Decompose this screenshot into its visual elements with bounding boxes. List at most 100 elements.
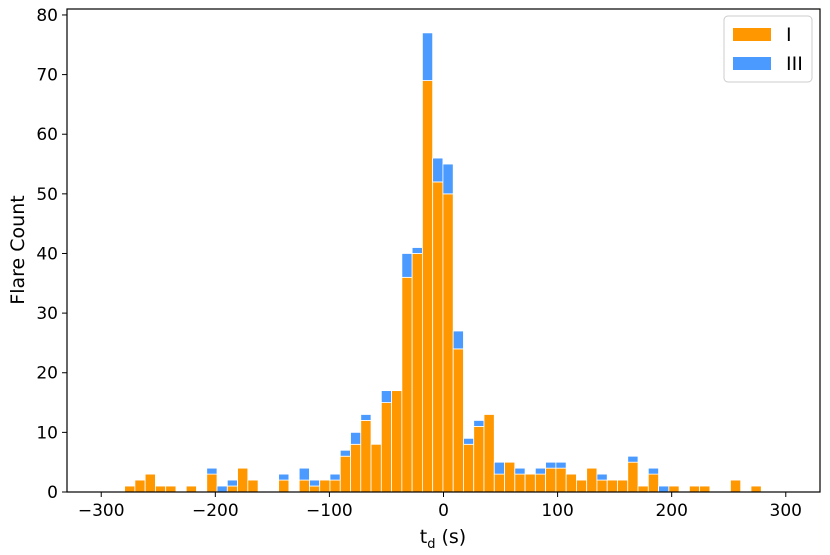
bar-series-iii [278, 473, 290, 481]
bar-series-iii [309, 479, 321, 487]
bar-series-i [483, 414, 495, 493]
bar-series-iii [206, 467, 218, 475]
bar-series-i [134, 479, 146, 493]
bar-series-iii [493, 461, 505, 475]
bar-series-i [278, 479, 290, 493]
bar-series-i [401, 276, 413, 493]
bar-series-i [545, 467, 557, 493]
bar-series-iii [298, 467, 310, 481]
bar-series-i [247, 479, 259, 493]
bar-series-i [380, 402, 392, 493]
bar-series-i [493, 473, 505, 493]
bar-series-iii [380, 390, 392, 403]
x-axis-label-unit: (s) [441, 526, 466, 548]
legend-swatch-iii [733, 57, 771, 70]
bar-series-iii [545, 461, 557, 469]
bar-series-i [237, 467, 249, 493]
bar-series-i [370, 443, 382, 493]
bar-series-iii [473, 420, 485, 427]
legend: I III [723, 15, 813, 83]
bar-series-i [144, 473, 156, 493]
bar-series-iii [442, 163, 454, 195]
bar-series-iii [401, 253, 413, 278]
bar-series-iii [226, 479, 238, 487]
bar-series-i [350, 443, 362, 493]
bar-series-i [226, 485, 238, 493]
bar-series-i [298, 479, 310, 493]
x-tick-label: −100 [306, 501, 353, 521]
x-tick-label: −300 [78, 501, 125, 521]
bar-series-i [391, 390, 403, 493]
x-axis-label-main: t [420, 526, 427, 548]
bar-series-iii [329, 473, 341, 481]
bar-series-iii [627, 455, 639, 463]
x-tick-label: −200 [192, 501, 239, 521]
bar-series-i [463, 443, 475, 493]
bar-series-iii [555, 461, 567, 469]
y-tick-label: 50 [36, 185, 58, 205]
y-tick-label: 10 [36, 423, 58, 443]
bar-series-i [442, 193, 454, 493]
bar-series-i [185, 485, 197, 493]
bar-series-i [514, 473, 526, 493]
bar-series-iii [411, 247, 423, 254]
bar-series-iii [216, 485, 228, 493]
y-tick-label: 40 [36, 244, 58, 264]
bar-series-i [688, 485, 701, 493]
y-tick-label: 20 [36, 364, 58, 384]
bar-series-i [339, 455, 351, 493]
bar-series-i [165, 485, 177, 493]
bar-series-iii [452, 330, 464, 350]
bar-series-iii [463, 437, 475, 445]
bar-series-i [360, 420, 372, 493]
bar-series-i [452, 348, 464, 493]
bar-series-i [124, 485, 136, 493]
y-tick-label: 80 [36, 6, 58, 26]
bar-series-iii [647, 467, 659, 475]
bar-series-i [319, 479, 331, 493]
legend-swatch-i [733, 28, 771, 41]
bar-series-i [411, 253, 423, 493]
bar-series-i [637, 485, 649, 493]
bar-series-iii [360, 414, 372, 421]
bar-series-i [617, 479, 629, 493]
bar-series-i [309, 485, 321, 493]
bar-series-iii [432, 157, 444, 183]
bar-series-iii [658, 485, 670, 493]
bar-series-i [596, 479, 608, 493]
y-tick-label: 70 [36, 66, 58, 86]
bar-series-i [699, 485, 711, 493]
legend-label-iii: III [786, 53, 803, 75]
bar-series-i [473, 426, 485, 493]
legend-label-i: I [786, 24, 792, 46]
bar-series-i [750, 485, 762, 493]
bar-series-iii [350, 431, 362, 445]
x-tick-label: 0 [438, 501, 449, 521]
x-ticks: −300 −200 −100 0 100 200 300 [78, 492, 802, 521]
bar-series-i [586, 467, 598, 493]
y-axis-label: Flare Count [7, 195, 29, 304]
x-tick-label: 100 [541, 501, 573, 521]
bar-series-i [206, 473, 218, 493]
bar-series-iii [596, 473, 608, 481]
y-ticks: 0 10 20 30 40 50 60 70 80 [36, 6, 67, 503]
bar-series-i [647, 473, 659, 493]
y-tick-label: 30 [36, 304, 58, 324]
bar-series-i [565, 473, 577, 493]
bar-series-i [432, 181, 444, 493]
bar-series-iii [421, 32, 434, 81]
bar-series-i [555, 467, 567, 493]
x-tick-label: 300 [770, 501, 802, 521]
bar-series-iii [514, 467, 526, 475]
bar-series-i [534, 473, 547, 493]
bar-series-i [627, 461, 639, 493]
x-axis-label-subscript: d [427, 537, 435, 552]
bar-series-i [329, 479, 341, 493]
bar-series-i [668, 485, 680, 493]
bars-group [124, 32, 762, 493]
bar-series-i [504, 461, 516, 493]
bar-series-i [421, 80, 434, 493]
bar-series-i [524, 473, 536, 493]
bar-series-i [606, 479, 618, 493]
